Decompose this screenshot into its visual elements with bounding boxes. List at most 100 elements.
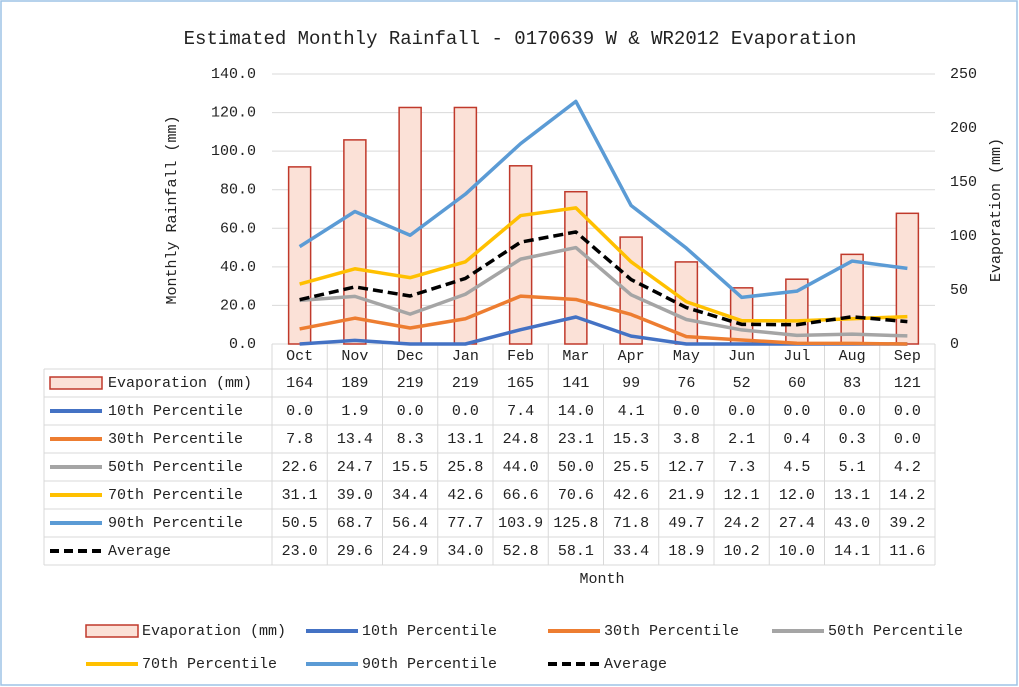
x-tick-label: May	[673, 348, 700, 365]
legend-label: Average	[604, 656, 667, 673]
table-cell: 7.8	[286, 431, 313, 448]
table-row-label: Average	[108, 543, 171, 560]
table-cell: 34.0	[447, 543, 483, 560]
x-tick-label: Jun	[728, 348, 755, 365]
y2-tick-label: 200	[950, 120, 977, 137]
table-cell: 219	[452, 375, 479, 392]
table-cell: 0.0	[894, 431, 921, 448]
table-cell: 42.6	[447, 487, 483, 504]
table-cell: 15.5	[392, 459, 428, 476]
legend-label: 10th Percentile	[362, 623, 497, 640]
x-tick-label: Dec	[397, 348, 424, 365]
table-cell: 14.0	[558, 403, 594, 420]
y2-tick-label: 150	[950, 174, 977, 191]
bar	[508, 165, 533, 345]
table-cell: 18.9	[668, 543, 704, 560]
table-cell: 0.0	[673, 403, 700, 420]
table-cell: 14.1	[834, 543, 870, 560]
table-cell: 8.3	[397, 431, 424, 448]
series-line	[299, 294, 908, 346]
legend-label: 30th Percentile	[604, 623, 739, 640]
table-cell: 49.7	[668, 515, 704, 532]
table-cell: 23.1	[558, 431, 594, 448]
table-cell: 4.5	[783, 459, 810, 476]
table-cell: 99	[622, 375, 640, 392]
table-cell: 24.7	[337, 459, 373, 476]
table-cell: 141	[562, 375, 589, 392]
y2-axis-title: Evaporation (mm)	[988, 138, 1005, 282]
table-cell: 76	[677, 375, 695, 392]
table-cell: 70.6	[558, 487, 594, 504]
table-cell: 1.9	[341, 403, 368, 420]
table-cell: 44.0	[503, 459, 539, 476]
y-tick-label: 60.0	[220, 220, 256, 237]
table-cell: 11.6	[889, 543, 925, 560]
x-tick-label: Oct	[286, 348, 313, 365]
table-cell: 10.2	[724, 543, 760, 560]
table-cell: 3.8	[673, 431, 700, 448]
table-cell: 31.1	[282, 487, 318, 504]
table-cell: 42.6	[613, 487, 649, 504]
table-cell: 125.8	[553, 515, 598, 532]
x-tick-label: Jan	[452, 348, 479, 365]
table-cell: 56.4	[392, 515, 428, 532]
table-cell: 60	[788, 375, 806, 392]
table-cell: 21.9	[668, 487, 704, 504]
series-line	[299, 245, 908, 338]
legend-label: 90th Percentile	[362, 656, 497, 673]
legend-key	[85, 624, 139, 638]
table-cell: 189	[341, 375, 368, 392]
table-cell: 12.0	[779, 487, 815, 504]
table-cell: 165	[507, 375, 534, 392]
table-key	[49, 376, 103, 390]
table-cell: 103.9	[498, 515, 543, 532]
table-cell: 66.6	[503, 487, 539, 504]
table-cell: 0.0	[894, 403, 921, 420]
table-row-label: 30th Percentile	[108, 431, 243, 448]
bar	[840, 253, 864, 345]
table-cell: 39.0	[337, 487, 373, 504]
y-tick-label: 40.0	[220, 259, 256, 276]
bar	[453, 106, 478, 345]
table-cell: 71.8	[613, 515, 649, 532]
table-cell: 0.0	[452, 403, 479, 420]
table-cell: 12.7	[668, 459, 704, 476]
bar	[287, 166, 312, 345]
y2-tick-label: 0	[950, 336, 959, 353]
table-cell: 4.1	[618, 403, 645, 420]
bar	[564, 190, 588, 345]
x-tick-label: Apr	[618, 348, 645, 365]
table-cell: 13.1	[447, 431, 483, 448]
table-cell: 0.0	[728, 403, 755, 420]
table-cell: 5.1	[839, 459, 866, 476]
table-cell: 219	[397, 375, 424, 392]
table-row-label: Evaporation (mm)	[108, 375, 252, 392]
table-cell: 0.0	[286, 403, 313, 420]
bar	[398, 106, 422, 345]
y-tick-label: 140.0	[211, 66, 256, 83]
y2-tick-label: 250	[950, 66, 977, 83]
table-cell: 0.0	[839, 403, 866, 420]
y-tick-label: 100.0	[211, 143, 256, 160]
table-cell: 23.0	[282, 543, 318, 560]
table-cell: 39.2	[889, 515, 925, 532]
table-cell: 27.4	[779, 515, 815, 532]
table-cell: 25.5	[613, 459, 649, 476]
table-cell: 24.8	[503, 431, 539, 448]
table-cell: 68.7	[337, 515, 373, 532]
table-cell: 34.4	[392, 487, 428, 504]
x-tick-label: Jul	[783, 348, 810, 365]
bar	[343, 139, 367, 345]
table-cell: 14.2	[889, 487, 925, 504]
table-cell: 0.4	[783, 431, 810, 448]
table-cell: 58.1	[558, 543, 594, 560]
x-tick-label: Mar	[562, 348, 589, 365]
table-cell: 15.3	[613, 431, 649, 448]
table-cell: 13.4	[337, 431, 373, 448]
table-cell: 24.2	[724, 515, 760, 532]
table-cell: 52	[733, 375, 751, 392]
x-tick-label: Feb	[507, 348, 534, 365]
table-cell: 50.0	[558, 459, 594, 476]
table-cell: 83	[843, 375, 861, 392]
table-cell: 7.4	[507, 403, 534, 420]
